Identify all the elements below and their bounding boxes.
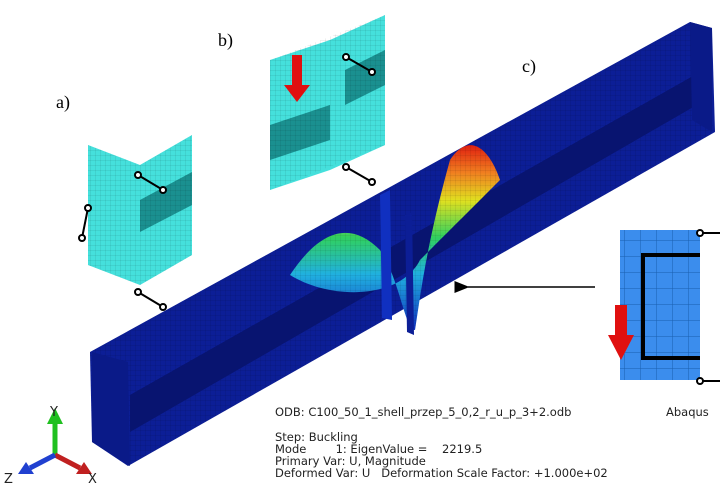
axis-x: X: [88, 472, 97, 487]
label-c: c): [522, 56, 536, 77]
label-b: b): [218, 30, 233, 51]
deformed-var: Deformed Var: U Deformation Scale Factor…: [275, 466, 608, 480]
odb: ODB: C100_50_1_shell_przep_5_0,2_r_u_p_3…: [275, 405, 571, 419]
axis-y: Y: [49, 405, 58, 420]
inset-c: [608, 230, 720, 384]
axis-z: Z: [4, 472, 13, 487]
inset-b: [270, 15, 385, 190]
inset-a: [79, 135, 192, 310]
figure: a) b) c) Y Z X ODB: C100_50_1_shell_prze…: [0, 0, 724, 487]
software: Abaqus: [666, 405, 709, 419]
label-a: a): [56, 92, 70, 113]
